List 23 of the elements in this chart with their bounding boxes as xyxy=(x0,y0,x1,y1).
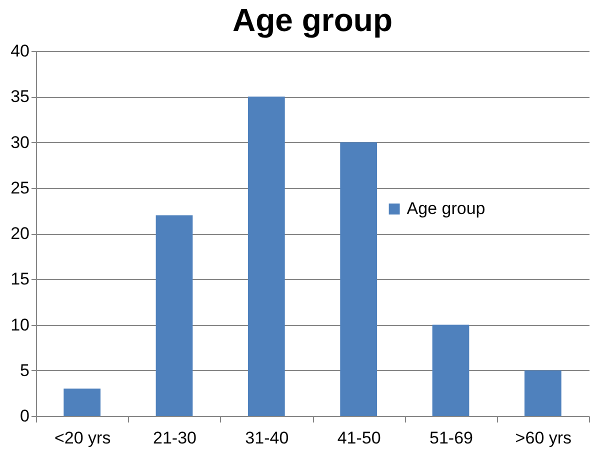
chart-title: Age group xyxy=(232,2,392,38)
y-tick-label: 35 xyxy=(10,87,30,106)
y-tick-label: 5 xyxy=(20,360,30,380)
x-tick-label: <20 yrs xyxy=(54,428,111,448)
x-tick-label: 31-40 xyxy=(245,428,289,448)
x-tick-label: 41-50 xyxy=(337,428,381,448)
y-tick-label: 0 xyxy=(20,406,30,426)
y-tick-label: 10 xyxy=(10,315,30,334)
y-tick-label: 30 xyxy=(10,132,30,152)
x-tick-label: 21-30 xyxy=(153,428,196,448)
bar xyxy=(156,215,193,416)
bar xyxy=(248,96,285,416)
bar xyxy=(64,388,101,416)
x-tick-label: >60 yrs xyxy=(515,428,572,448)
bar xyxy=(340,142,378,416)
y-tick-label: 25 xyxy=(10,178,30,198)
y-tick-label: 20 xyxy=(10,224,30,243)
x-tick-label: 51-69 xyxy=(430,428,473,448)
bar xyxy=(432,324,470,416)
legend-label: Age group xyxy=(406,199,486,218)
y-tick-label: 15 xyxy=(10,270,30,289)
bar xyxy=(524,370,562,416)
y-tick-label: 40 xyxy=(10,42,30,60)
